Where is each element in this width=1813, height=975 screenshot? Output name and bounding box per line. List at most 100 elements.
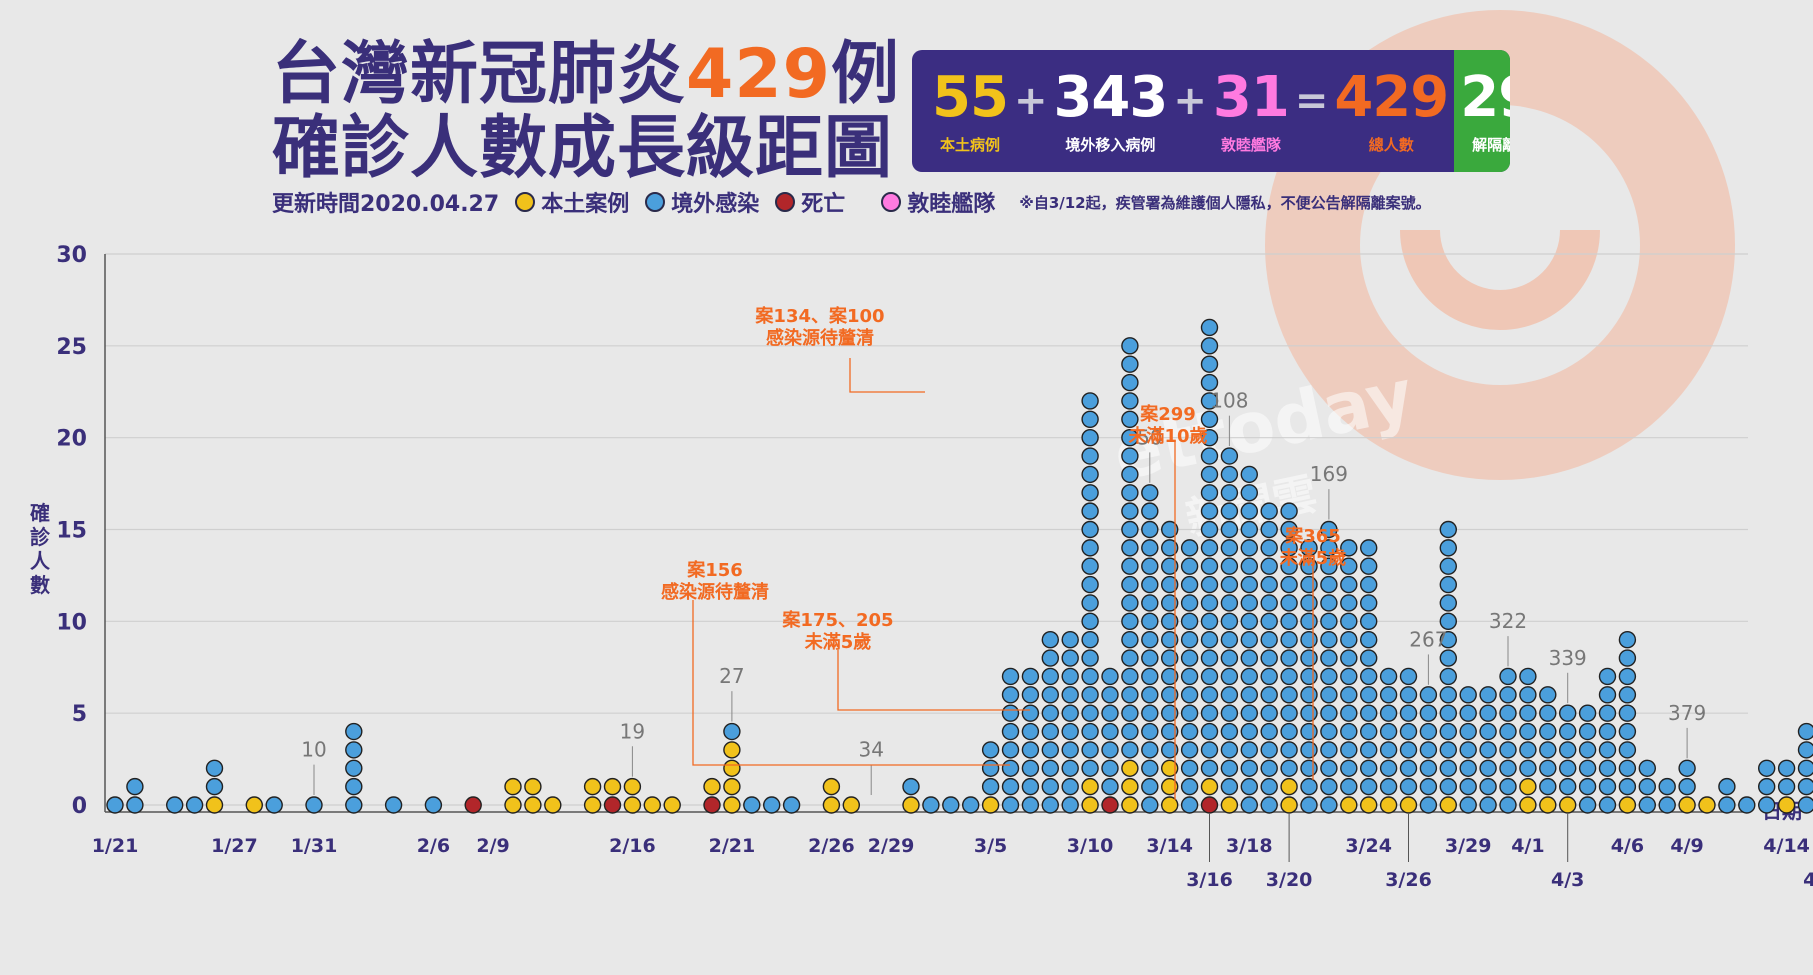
imported-case-dot: [1359, 575, 1378, 594]
cumulative-label: 34: [858, 738, 883, 762]
imported-case-dot: [1081, 520, 1099, 539]
imported-case-dot: [1359, 686, 1378, 704]
imported-case-dot: [265, 796, 283, 814]
imported-case-dot: [1598, 759, 1617, 777]
imported-case-dot: [1539, 704, 1557, 722]
imported-case-dot: [1200, 520, 1219, 539]
imported-case-dot: [1081, 484, 1099, 502]
x-tick-label: 1/21: [92, 835, 139, 857]
imported-case-dot: [1399, 741, 1418, 759]
imported-case-dot: [981, 777, 1000, 796]
local-case-dot: [723, 796, 741, 814]
local-case-dot: [1280, 777, 1298, 796]
imported-case-dot: [1419, 722, 1438, 741]
imported-case-dot: [1021, 667, 1040, 686]
imported-case-dot: [1558, 704, 1577, 722]
x-tick-label: 1/27: [211, 835, 258, 857]
imported-case-dot: [1558, 722, 1577, 741]
x-tick-label: 3/20: [1266, 869, 1313, 891]
x-tick-label: 2/21: [709, 835, 756, 857]
imported-case-dot: [1519, 759, 1537, 777]
cumulative-label: 169: [1310, 462, 1348, 486]
imported-case-dot: [1121, 539, 1139, 557]
imported-case-dot: [1598, 667, 1617, 686]
imported-case-dot: [1439, 631, 1458, 649]
imported-case-dot: [1180, 759, 1199, 777]
equals-sign: =: [1294, 78, 1329, 124]
imported-case-dot: [1578, 722, 1597, 741]
imported-case-dot: [1160, 686, 1179, 704]
imported-case-dot: [1439, 594, 1458, 612]
imported-case-dot: [345, 796, 363, 814]
imported-case-dot: [1160, 612, 1179, 631]
x-tick-label: 2/29: [868, 835, 915, 857]
imported-case-dot: [1618, 667, 1637, 686]
imported-case-dot: [1300, 741, 1318, 759]
annotation-line1: 案365: [1284, 525, 1341, 547]
imported-case-dot: [1359, 557, 1378, 575]
imported-case-dot: [1320, 575, 1338, 594]
imported-case-dot: [1578, 704, 1597, 722]
imported-case-dot: [1340, 777, 1358, 796]
annotation-line2: 感染源待釐清: [661, 581, 769, 603]
summary-local: 55 本土病例: [932, 64, 1009, 154]
imported-case-dot: [1200, 410, 1219, 428]
x-tick-label: 3/18: [1226, 835, 1273, 857]
imported-case-dot: [1359, 777, 1378, 796]
imported-case-dot: [1001, 741, 1020, 759]
local-case-dot: [1359, 796, 1378, 814]
imported-case-dot: [1359, 667, 1378, 686]
imported-case-dot: [1121, 520, 1139, 539]
imported-case-dot: [1001, 777, 1020, 796]
imported-case-dot: [1359, 612, 1378, 631]
imported-case-dot: [1320, 722, 1338, 741]
imported-case-dot: [782, 796, 801, 814]
imported-case-dot: [1359, 649, 1378, 667]
annotation-line2: 未滿5歲: [805, 631, 872, 653]
imported-case-dot: [1320, 649, 1338, 667]
imported-case-dot: [1160, 741, 1179, 759]
imported-case-dot: [1121, 428, 1139, 447]
cumulative-label: 27: [719, 664, 744, 688]
imported-case-dot: [1200, 539, 1219, 557]
imported-case-dot: [1160, 667, 1179, 686]
x-tick-label: 3/24: [1345, 835, 1392, 857]
imported-case-dot: [1081, 649, 1099, 667]
y-tick-label: 30: [56, 243, 87, 268]
imported-case-dot: [1539, 722, 1557, 741]
annotation-line1: 案156: [686, 559, 743, 581]
annotation-line2: 感染源待釐清: [766, 327, 874, 349]
x-tick-label: 2/26: [808, 835, 855, 857]
imported-case-dot: [1200, 465, 1219, 484]
imported-case-dot: [1479, 796, 1497, 814]
cumulative-label: 10: [301, 738, 326, 762]
imported-case-dot: [1340, 722, 1358, 741]
imported-case-dot: [1121, 594, 1139, 612]
imported-case-dot: [1240, 649, 1259, 667]
local-case-dot: [723, 777, 741, 796]
imported-case-dot: [1499, 777, 1517, 796]
imported-case-dot: [1220, 575, 1239, 594]
imported-case-dot: [1320, 704, 1338, 722]
imported-case-dot: [1499, 722, 1517, 741]
local-case-dot: [1220, 796, 1239, 814]
cumulative-label: 267: [1409, 627, 1447, 651]
imported-case-dot: [1180, 686, 1199, 704]
imported-case-dot: [1101, 777, 1119, 796]
imported-case-dot: [1121, 355, 1139, 373]
imported-case-dot: [1658, 777, 1676, 796]
plus-sign: +: [1013, 78, 1048, 124]
imported-case-dot: [1419, 777, 1438, 796]
imported-case-dot: [384, 796, 403, 814]
imported-case-dot: [1220, 465, 1239, 484]
imported-case-dot: [1499, 796, 1517, 814]
imported-case-dot: [1220, 447, 1239, 465]
imported-case-dot: [1121, 686, 1139, 704]
imported-case-dot: [1419, 796, 1438, 814]
imported-case-dot: [981, 759, 1000, 777]
imported-case-dot: [1439, 741, 1458, 759]
imported-case-dot: [1260, 594, 1278, 612]
imported-case-dot: [1359, 704, 1378, 722]
imported-case-dot: [1200, 355, 1219, 373]
